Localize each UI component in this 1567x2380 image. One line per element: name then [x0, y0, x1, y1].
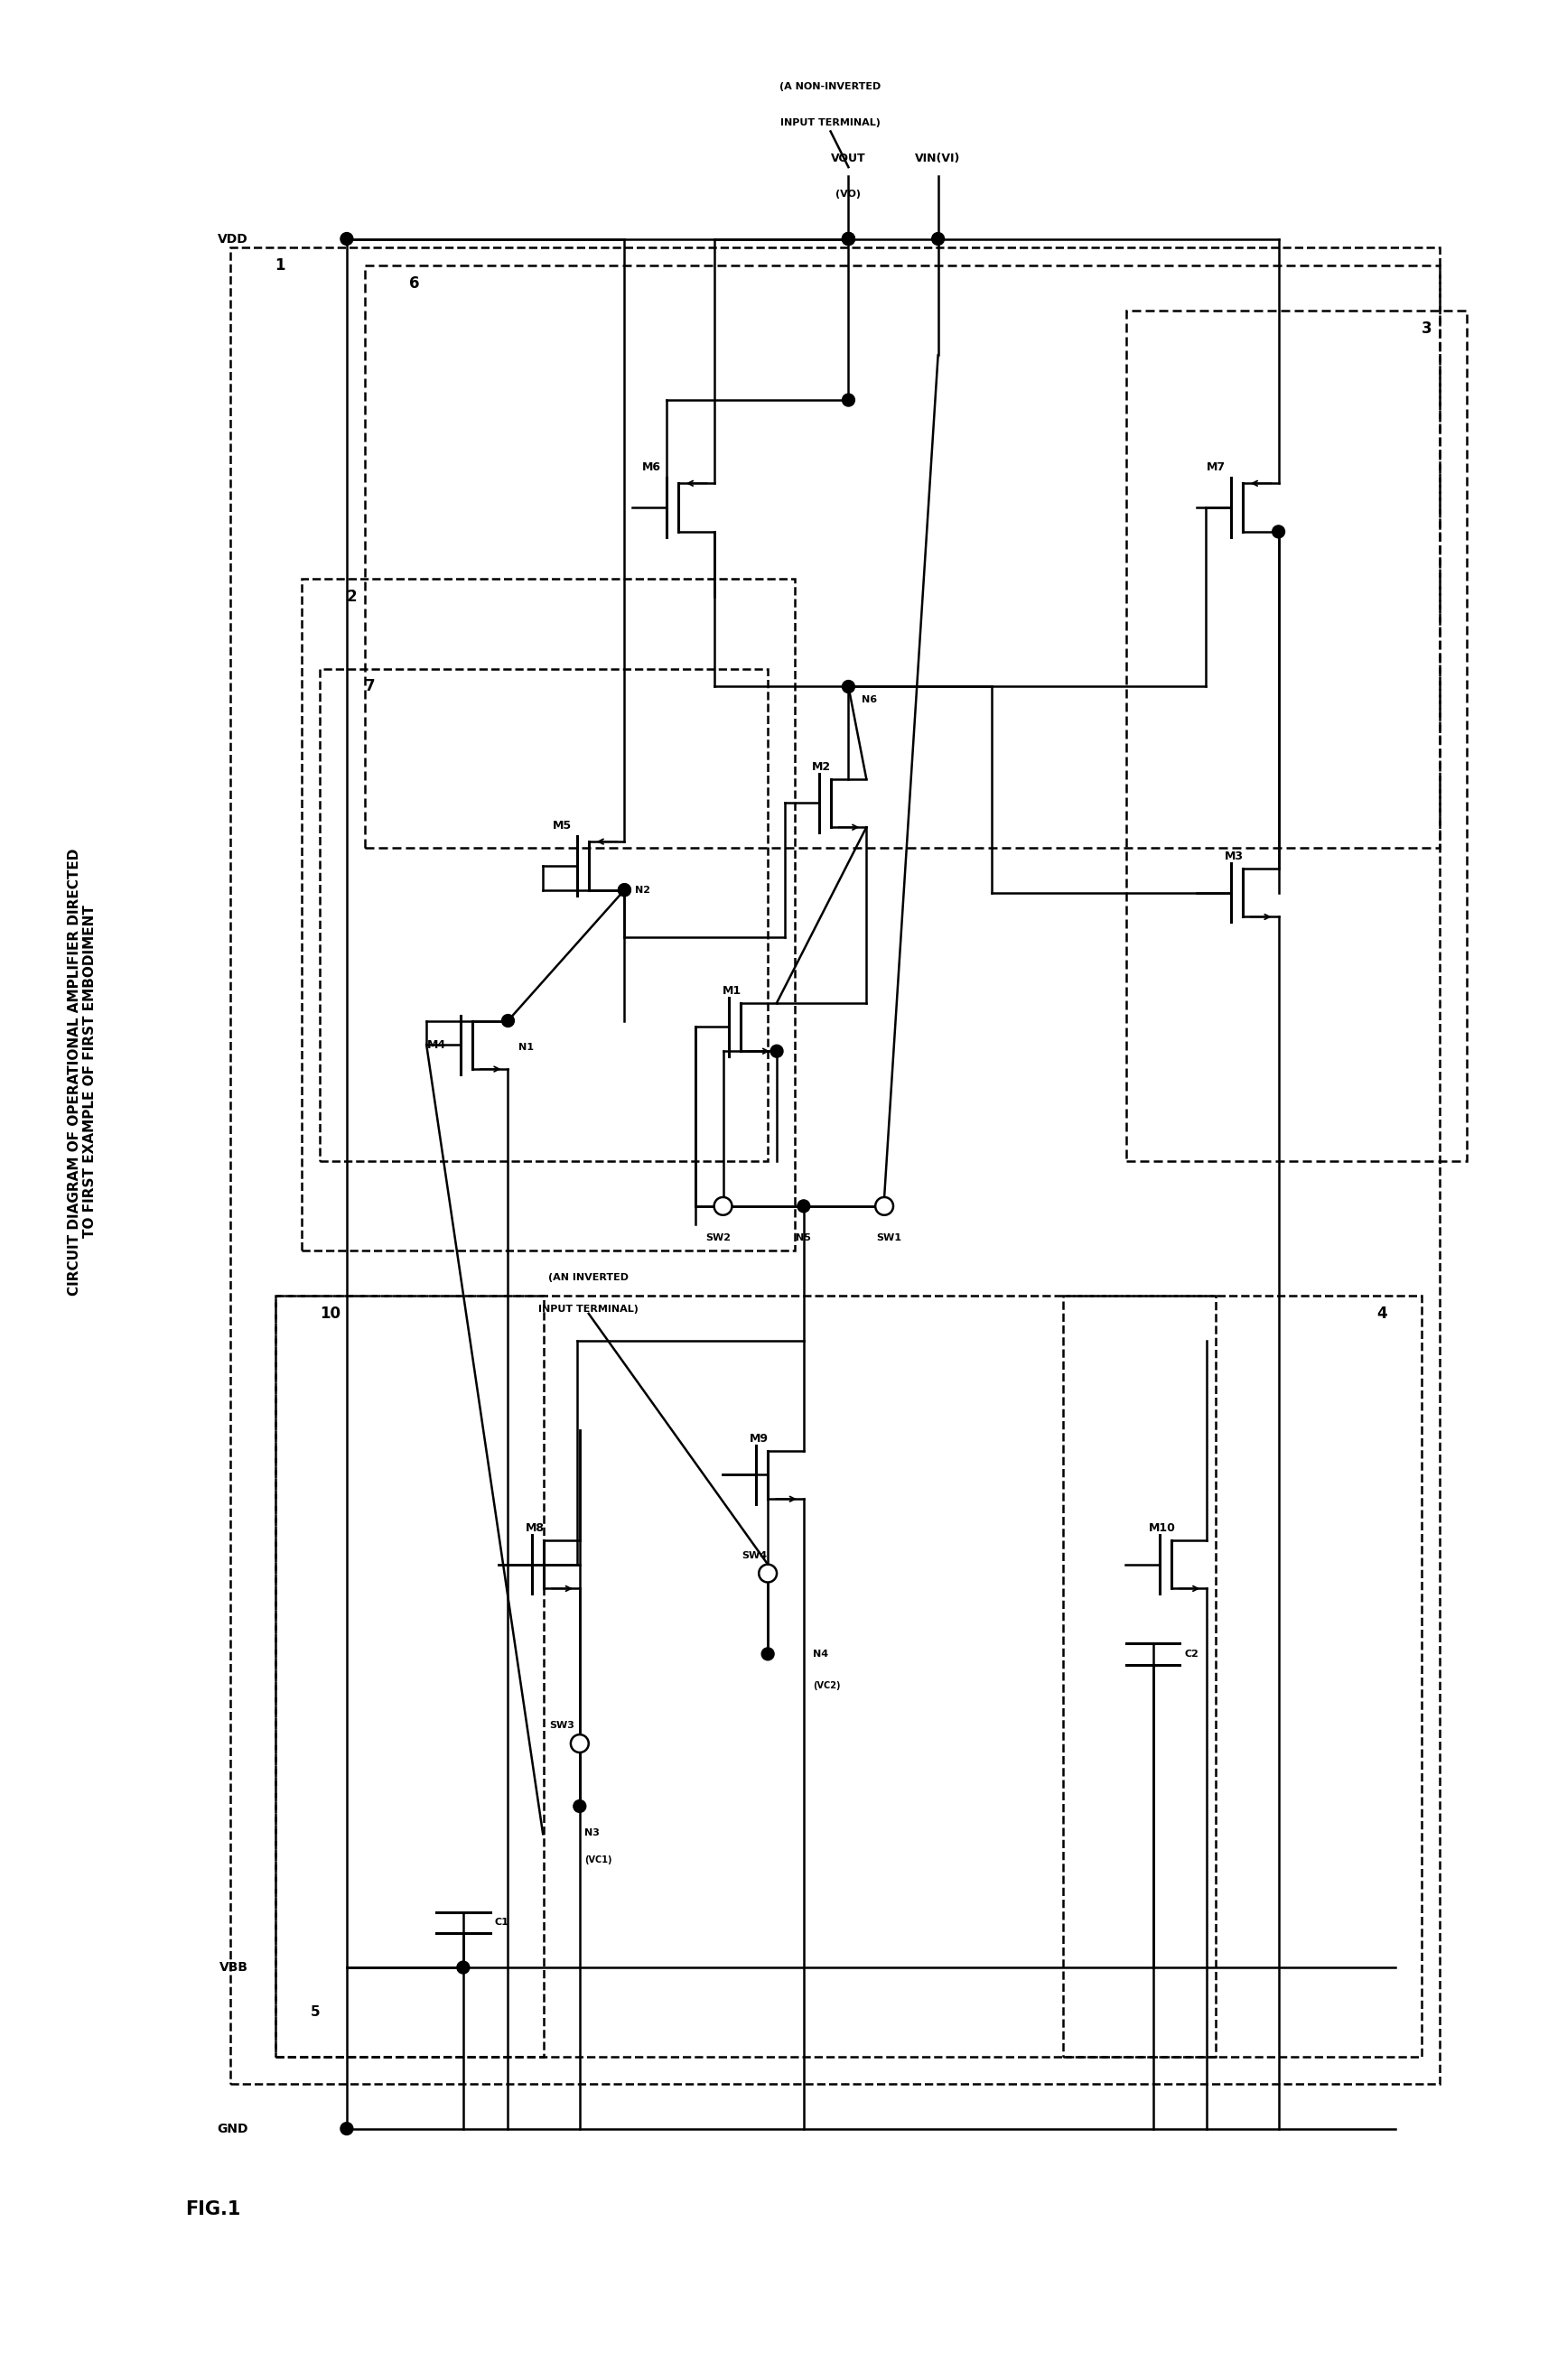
Text: INPUT TERMINAL): INPUT TERMINAL)	[539, 1304, 639, 1314]
Circle shape	[458, 1961, 470, 1973]
Circle shape	[574, 1799, 586, 1814]
Circle shape	[501, 1014, 514, 1028]
Text: (VC2): (VC2)	[813, 1680, 840, 1690]
Bar	[230, 248, 1440, 2085]
Text: (VC1): (VC1)	[584, 1856, 611, 1864]
Text: 7: 7	[365, 678, 375, 695]
Text: 4: 4	[1377, 1307, 1387, 1321]
Text: N2: N2	[635, 885, 650, 895]
Text: FIG.1: FIG.1	[185, 2199, 241, 2218]
Circle shape	[1272, 526, 1285, 538]
Text: 1: 1	[276, 257, 285, 274]
Circle shape	[570, 1735, 589, 1752]
Text: N4: N4	[813, 1649, 827, 1659]
Circle shape	[715, 1197, 732, 1216]
Text: 6: 6	[409, 276, 420, 293]
Circle shape	[841, 393, 854, 407]
Text: 2: 2	[346, 588, 357, 605]
Text: (A NON-INVERTED: (A NON-INVERTED	[780, 81, 881, 90]
Circle shape	[841, 681, 854, 693]
Text: M9: M9	[749, 1433, 768, 1445]
Circle shape	[876, 1197, 893, 1216]
Text: SW4: SW4	[741, 1552, 768, 1559]
Circle shape	[340, 2123, 353, 2135]
Circle shape	[841, 233, 854, 245]
Text: INPUT TERMINAL): INPUT TERMINAL)	[780, 119, 881, 126]
Bar	[302, 578, 794, 1252]
Text: SW2: SW2	[705, 1233, 732, 1242]
Text: 10: 10	[320, 1307, 340, 1321]
Text: M2: M2	[812, 762, 831, 774]
Circle shape	[619, 883, 632, 897]
Text: N1: N1	[519, 1042, 534, 1052]
Circle shape	[771, 1045, 784, 1057]
Text: VDD: VDD	[218, 233, 248, 245]
Circle shape	[798, 1200, 810, 1211]
Text: M1: M1	[722, 985, 741, 997]
Text: SW1: SW1	[876, 1233, 901, 1242]
Text: M4: M4	[426, 1040, 447, 1052]
Text: 5: 5	[310, 2006, 321, 2018]
Text: (VO): (VO)	[835, 190, 862, 198]
Circle shape	[619, 883, 632, 897]
Bar	[1127, 309, 1467, 1161]
Text: M10: M10	[1149, 1523, 1175, 1535]
Text: SW3: SW3	[548, 1721, 575, 1730]
Text: N5: N5	[796, 1233, 812, 1242]
Circle shape	[758, 1564, 777, 1583]
Bar	[320, 669, 768, 1161]
Text: N3: N3	[584, 1828, 600, 1837]
Text: N6: N6	[862, 695, 878, 704]
Circle shape	[932, 233, 945, 245]
Text: VOUT: VOUT	[831, 152, 867, 164]
Text: C2: C2	[1185, 1649, 1199, 1659]
Text: VIN(VI): VIN(VI)	[915, 152, 961, 164]
Text: M7: M7	[1207, 462, 1225, 474]
Text: C1: C1	[495, 1918, 509, 1928]
Text: CIRCUIT DIAGRAM OF OPERATIONAL AMPLIFIER DIRECTED
TO FIRST EXAMPLE OF FIRST EMBO: CIRCUIT DIAGRAM OF OPERATIONAL AMPLIFIER…	[67, 847, 97, 1295]
Text: M6: M6	[642, 462, 661, 474]
Bar	[276, 1295, 544, 2056]
Text: M8: M8	[525, 1523, 544, 1535]
Text: M3: M3	[1224, 852, 1243, 862]
Circle shape	[841, 233, 854, 245]
Text: VBB: VBB	[219, 1961, 248, 1973]
Bar	[276, 1295, 1216, 2056]
Text: (AN INVERTED: (AN INVERTED	[548, 1273, 628, 1283]
Text: GND: GND	[216, 2123, 248, 2135]
Text: M5: M5	[552, 819, 572, 831]
Bar	[365, 267, 1440, 847]
Text: 3: 3	[1421, 321, 1432, 336]
Circle shape	[841, 233, 854, 245]
Circle shape	[762, 1647, 774, 1661]
Circle shape	[340, 233, 353, 245]
Bar	[1064, 1295, 1421, 2056]
